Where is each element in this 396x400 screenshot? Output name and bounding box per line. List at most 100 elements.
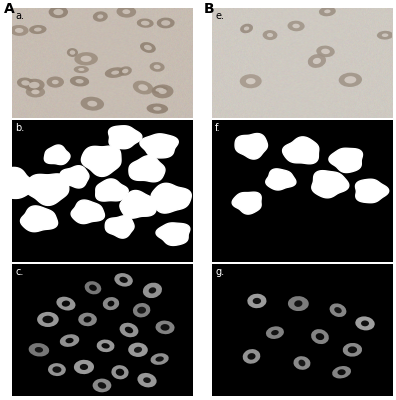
Ellipse shape <box>332 366 351 378</box>
Polygon shape <box>140 134 178 158</box>
Ellipse shape <box>157 18 175 28</box>
Ellipse shape <box>158 89 167 94</box>
Ellipse shape <box>248 294 267 308</box>
Ellipse shape <box>17 78 34 88</box>
Ellipse shape <box>10 25 29 36</box>
Ellipse shape <box>103 297 119 310</box>
Ellipse shape <box>140 42 156 53</box>
Polygon shape <box>329 148 362 172</box>
Ellipse shape <box>308 54 326 68</box>
Ellipse shape <box>29 343 49 356</box>
Ellipse shape <box>334 307 342 313</box>
Ellipse shape <box>120 323 139 337</box>
Ellipse shape <box>52 80 59 84</box>
Polygon shape <box>120 190 156 218</box>
Ellipse shape <box>31 90 40 94</box>
Ellipse shape <box>125 327 133 333</box>
Text: g.: g. <box>215 267 224 277</box>
Ellipse shape <box>47 76 64 88</box>
Ellipse shape <box>156 356 164 362</box>
Ellipse shape <box>60 334 79 347</box>
Ellipse shape <box>153 107 162 111</box>
Polygon shape <box>312 171 349 198</box>
Polygon shape <box>109 126 142 149</box>
Ellipse shape <box>156 88 164 92</box>
Polygon shape <box>283 137 319 164</box>
Ellipse shape <box>319 6 336 16</box>
Ellipse shape <box>48 363 66 376</box>
Ellipse shape <box>133 81 153 94</box>
Ellipse shape <box>382 34 388 37</box>
Ellipse shape <box>133 303 150 318</box>
Polygon shape <box>151 183 191 213</box>
Ellipse shape <box>287 21 305 31</box>
Ellipse shape <box>321 49 330 54</box>
Ellipse shape <box>29 82 40 88</box>
Ellipse shape <box>84 316 91 322</box>
Text: b.: b. <box>15 123 24 133</box>
Ellipse shape <box>80 364 88 370</box>
Ellipse shape <box>329 303 346 317</box>
Ellipse shape <box>93 378 111 392</box>
Ellipse shape <box>122 69 128 73</box>
Polygon shape <box>82 146 121 176</box>
Ellipse shape <box>108 301 114 306</box>
Ellipse shape <box>313 58 321 64</box>
Ellipse shape <box>70 76 89 86</box>
Ellipse shape <box>148 287 156 294</box>
Text: f.: f. <box>215 123 221 133</box>
Ellipse shape <box>150 353 169 365</box>
Text: c.: c. <box>15 267 23 277</box>
Ellipse shape <box>337 369 346 375</box>
Ellipse shape <box>42 316 53 323</box>
Ellipse shape <box>134 347 142 353</box>
Ellipse shape <box>355 316 375 330</box>
Text: e.: e. <box>215 11 224 21</box>
Ellipse shape <box>88 101 97 107</box>
Ellipse shape <box>70 50 75 55</box>
Ellipse shape <box>345 76 356 84</box>
Ellipse shape <box>263 30 278 40</box>
Ellipse shape <box>37 312 59 327</box>
Ellipse shape <box>93 11 108 22</box>
Ellipse shape <box>80 97 104 111</box>
Ellipse shape <box>138 84 148 91</box>
Ellipse shape <box>160 324 169 331</box>
Ellipse shape <box>78 313 97 326</box>
Ellipse shape <box>161 20 170 26</box>
Polygon shape <box>0 168 35 198</box>
Ellipse shape <box>267 33 273 37</box>
Ellipse shape <box>111 365 129 379</box>
Text: a.: a. <box>15 11 24 21</box>
Ellipse shape <box>49 6 68 18</box>
Ellipse shape <box>53 9 63 15</box>
Ellipse shape <box>67 48 78 57</box>
Ellipse shape <box>128 343 148 357</box>
Polygon shape <box>232 192 261 214</box>
Polygon shape <box>156 223 190 246</box>
Polygon shape <box>96 179 128 201</box>
Ellipse shape <box>65 338 74 343</box>
Polygon shape <box>60 166 89 188</box>
Polygon shape <box>356 179 389 203</box>
Ellipse shape <box>74 360 94 374</box>
Ellipse shape <box>293 356 310 370</box>
Ellipse shape <box>143 283 162 298</box>
Ellipse shape <box>118 66 132 76</box>
Ellipse shape <box>294 300 303 307</box>
Ellipse shape <box>29 25 47 34</box>
Ellipse shape <box>89 284 97 291</box>
Ellipse shape <box>151 86 168 94</box>
Polygon shape <box>235 134 267 159</box>
Ellipse shape <box>137 307 146 314</box>
Ellipse shape <box>26 86 45 98</box>
Ellipse shape <box>85 281 101 294</box>
Ellipse shape <box>137 373 156 388</box>
Ellipse shape <box>288 296 309 311</box>
Ellipse shape <box>21 80 30 86</box>
Ellipse shape <box>81 56 91 62</box>
Ellipse shape <box>24 79 45 92</box>
Ellipse shape <box>74 52 98 66</box>
Ellipse shape <box>114 273 133 286</box>
Ellipse shape <box>147 104 168 114</box>
